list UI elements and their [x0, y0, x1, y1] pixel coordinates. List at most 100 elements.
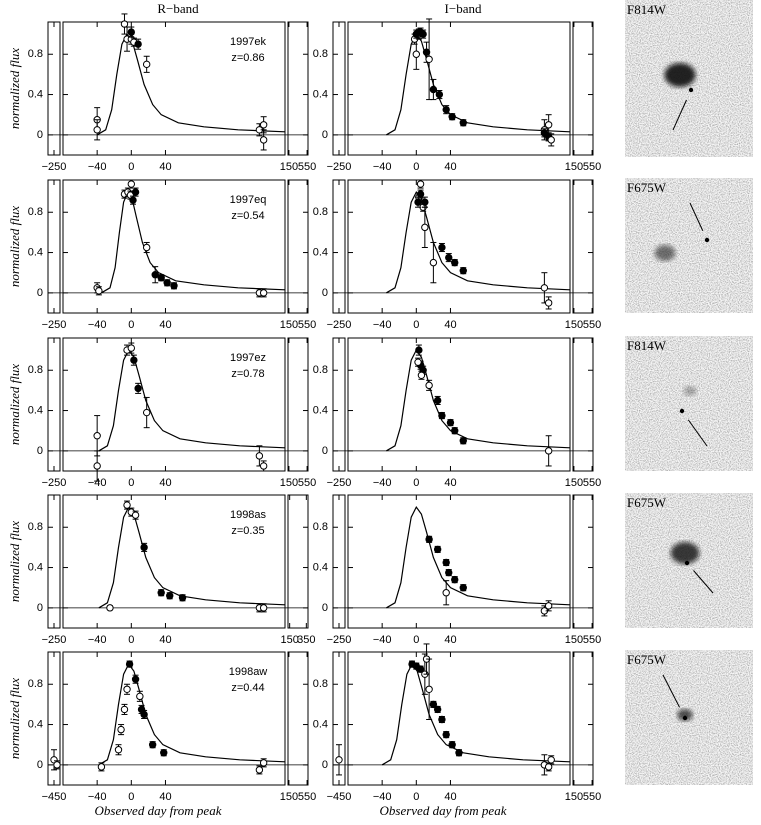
data-point	[422, 48, 431, 56]
y-tick-label: 0.8	[313, 364, 328, 376]
data-point	[544, 299, 553, 307]
model-curve	[386, 348, 571, 452]
data-point	[451, 575, 459, 584]
data-point	[255, 766, 264, 774]
axis-frame	[62, 179, 286, 314]
data-point	[123, 501, 131, 509]
axis-frame	[347, 21, 571, 156]
data-point	[93, 432, 101, 440]
x-tick-label: −250	[42, 477, 67, 489]
x-tick-label: −250	[42, 319, 67, 331]
data-point	[142, 60, 151, 69]
data-point	[459, 266, 467, 275]
axis-frame	[62, 337, 286, 472]
data-point	[435, 90, 444, 99]
supernova	[704, 237, 710, 243]
data-point	[123, 685, 131, 693]
annotation: z=0.86	[231, 52, 264, 64]
data-point	[97, 763, 106, 771]
galaxy	[664, 63, 696, 87]
data-point	[425, 685, 433, 693]
data-point	[127, 344, 136, 352]
x-tick-label: −250	[327, 477, 352, 489]
y-tick-label: 0.4	[28, 718, 43, 730]
x-tick-label: −40	[373, 477, 392, 489]
data-point	[259, 462, 268, 470]
axis-frame	[572, 651, 594, 786]
annotation: z=0.54	[231, 210, 264, 222]
x-tick-label: −250	[327, 161, 352, 173]
data-point	[157, 274, 165, 282]
data-point	[438, 243, 446, 252]
y-tick-label: 0.8	[28, 48, 43, 60]
data-point	[131, 675, 140, 683]
x-tick-label: 150	[565, 161, 583, 173]
model-curve	[98, 505, 286, 609]
y-axis-label: normalized flux	[7, 521, 22, 602]
arrow	[662, 674, 680, 708]
x-tick-label: 0	[413, 161, 419, 173]
x-tick-label: 40	[159, 634, 171, 646]
y-tick-label: 0.8	[313, 678, 328, 690]
axis-frame	[572, 494, 594, 629]
data-point	[544, 121, 553, 129]
x-tick-label: 0	[413, 791, 419, 803]
model-curve	[98, 348, 286, 452]
axis-frame	[62, 21, 286, 156]
axis-frame	[572, 179, 594, 314]
data-point	[136, 692, 144, 701]
x-tick-label: 40	[159, 477, 171, 489]
data-point	[148, 740, 157, 749]
galaxy	[670, 542, 700, 564]
x-tick-label: 40	[444, 477, 456, 489]
galaxy	[683, 386, 697, 396]
data-point	[416, 665, 425, 673]
x-tick-label: −40	[88, 161, 107, 173]
y-tick-label: 0.4	[28, 246, 43, 258]
data-point	[131, 188, 140, 196]
x-tick-label: 150	[280, 319, 298, 331]
supernova	[688, 87, 694, 93]
filter-label: F675W	[627, 180, 667, 195]
data-point	[335, 756, 343, 764]
data-point	[547, 756, 555, 764]
x-tick-label: 0	[128, 161, 134, 173]
x-tick-label: 0	[128, 634, 134, 646]
arrow	[689, 202, 704, 231]
x-tick-label: −250	[327, 634, 352, 646]
data-point	[421, 198, 429, 206]
data-point	[448, 113, 456, 121]
y-tick-label: 0.4	[313, 561, 328, 573]
data-point	[416, 180, 425, 188]
y-tick-label: 0	[322, 759, 328, 771]
data-point	[455, 749, 463, 757]
x-axis-label: Observed day from peak	[380, 803, 507, 818]
y-tick-label: 0.4	[313, 88, 328, 100]
x-tick-label: 40	[444, 791, 456, 803]
axis-frame	[287, 179, 309, 314]
x-tick-label: 40	[159, 161, 171, 173]
data-point	[134, 40, 142, 48]
x-tick-label: 40	[444, 161, 456, 173]
y-tick-label: 0	[37, 445, 43, 457]
supernova	[684, 560, 690, 566]
data-point	[259, 604, 268, 612]
column-title: R−band	[157, 1, 199, 16]
y-tick-label: 0.4	[313, 404, 328, 416]
data-point	[120, 20, 129, 28]
axis-frame	[62, 651, 286, 786]
data-point	[425, 381, 433, 390]
model-curve	[96, 32, 286, 136]
x-tick-label: 40	[444, 319, 456, 331]
image-panel: F675W	[625, 178, 753, 313]
data-point	[178, 594, 187, 602]
data-point	[445, 253, 453, 262]
data-point	[429, 85, 438, 94]
y-tick-label: 0	[322, 602, 328, 614]
data-point	[451, 426, 459, 435]
axis-frame	[347, 651, 571, 786]
data-point	[131, 511, 140, 519]
axis-frame	[62, 494, 286, 629]
data-point	[544, 763, 553, 771]
